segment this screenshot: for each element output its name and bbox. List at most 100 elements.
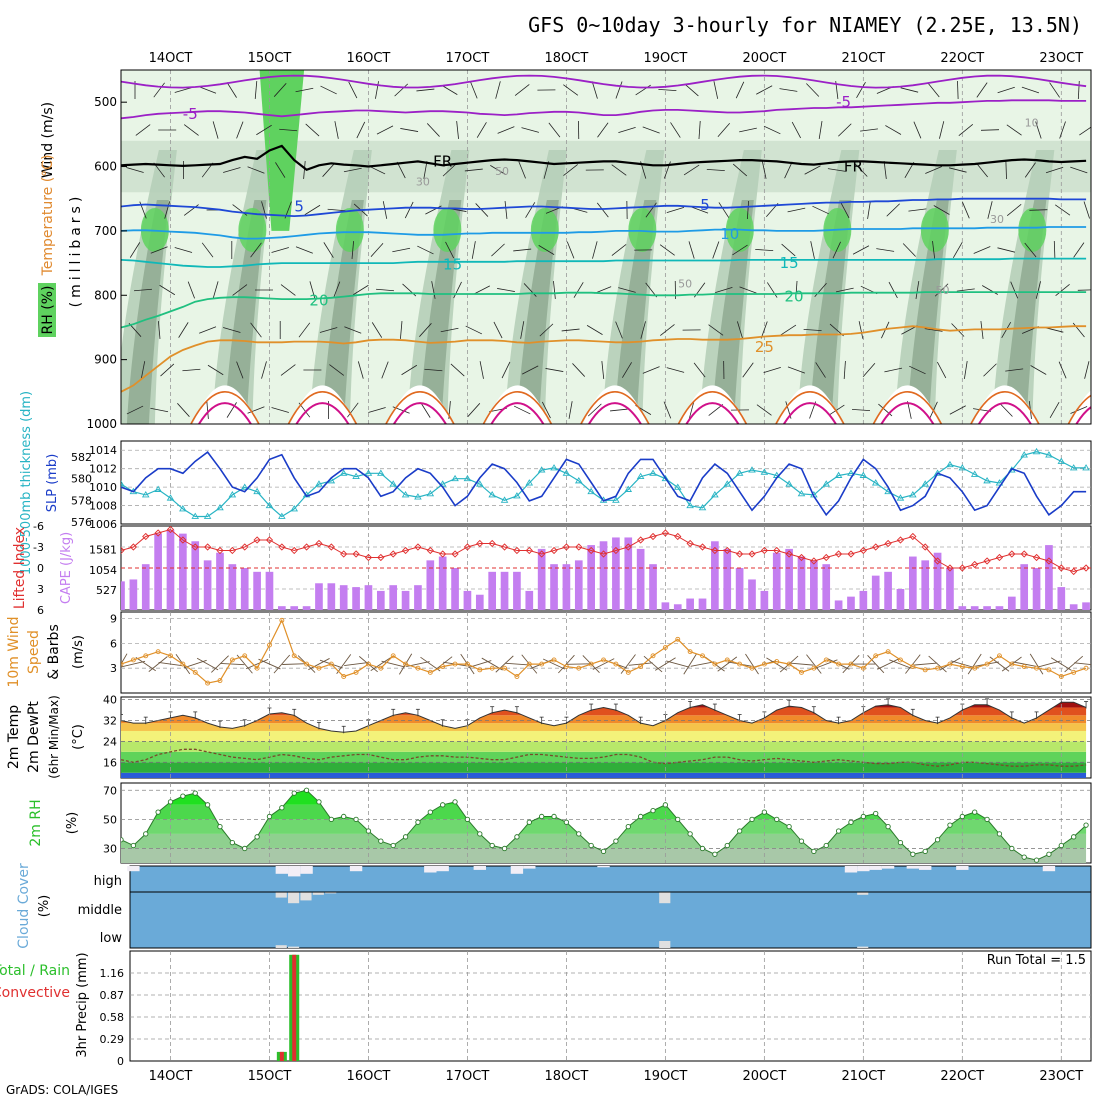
li-marker — [785, 550, 793, 558]
wind-barb — [963, 361, 968, 379]
wind-marker — [1009, 661, 1015, 667]
precip-panel: 1.16 0.87 0.58 0.29 0 Run Total = 1.5 Total … — [0, 950, 1092, 1068]
rh-bright-cell — [1018, 208, 1047, 252]
cape-bar — [302, 606, 311, 610]
wind-barb — [1045, 327, 1064, 333]
rh-marker — [761, 809, 768, 815]
wind-barb — [860, 128, 878, 132]
wind-barb — [937, 361, 947, 379]
cape-bar — [339, 585, 348, 610]
li-tick-label: -3 — [33, 541, 44, 554]
precip-conv-bar — [279, 1051, 284, 1061]
li-marker — [847, 550, 855, 558]
thickness-marker — [525, 479, 534, 486]
rh-marker — [266, 813, 273, 820]
wind-barb — [1006, 204, 1022, 216]
wind-barb — [756, 404, 772, 416]
rh-marker — [922, 848, 928, 855]
upper-left-labels: Wind (m/s) Temperature (°C) RH (%) (mill… — [38, 102, 84, 337]
wind-marker — [601, 657, 606, 663]
li-marker — [129, 543, 138, 551]
wind-barb — [854, 163, 868, 177]
wind-barb — [273, 83, 287, 97]
thickness-marker — [463, 474, 472, 482]
thickness-tick-label: 580 — [71, 473, 92, 486]
isotherm-30 — [783, 402, 837, 424]
li-marker — [810, 557, 818, 565]
wind-marker — [526, 661, 532, 667]
cloud-low-cell — [288, 946, 300, 948]
top-tick-label: 20OCT — [742, 51, 786, 66]
cloud-low-cell — [275, 945, 287, 948]
contour-label: 20 — [309, 291, 328, 309]
cape-bar — [686, 598, 694, 610]
thickness-marker — [179, 505, 187, 512]
wind-barb — [591, 81, 598, 99]
wind-barb — [471, 241, 476, 259]
rh-marker — [959, 813, 965, 820]
slp-tick-label: 1006 — [89, 518, 117, 531]
surface-wind-barb — [867, 654, 885, 674]
cloud-high-clear — [906, 866, 920, 869]
slp-panel: 1014 1012 1010 1008 1006 582 580 578 576 1000-50… — [19, 391, 1092, 575]
surface-wind-barb — [592, 658, 615, 670]
rh-marker — [539, 813, 545, 820]
surface-wind-barb — [542, 658, 566, 670]
rh-legend-swatch — [38, 283, 56, 337]
contour-label: 30 — [416, 176, 430, 189]
li-marker — [513, 546, 521, 555]
thickness-marker — [785, 480, 793, 487]
cape-bar — [401, 590, 410, 610]
bottom-tick-label: 23OCT — [1039, 1069, 1083, 1084]
wind-barb — [150, 407, 169, 413]
rh-marker — [291, 790, 297, 796]
rh-marker — [897, 839, 904, 846]
rh-marker — [1021, 854, 1027, 860]
wind-barb — [280, 364, 296, 376]
cape-bar — [748, 579, 756, 610]
li-marker — [142, 532, 150, 541]
li-marker — [896, 536, 905, 544]
wind-barb — [908, 208, 927, 212]
contour-label: 50 — [936, 284, 950, 297]
cape-bar — [166, 529, 175, 610]
cape-bar — [574, 560, 583, 610]
wind-barb — [876, 248, 895, 252]
wind-barb — [596, 202, 609, 218]
rh-marker — [675, 816, 681, 823]
surface-wind-barb — [913, 662, 938, 666]
isotherm-30 — [588, 402, 642, 424]
wind-barb — [592, 241, 598, 259]
wind-barb — [939, 121, 945, 139]
cape-bar — [240, 568, 249, 610]
top-tick-label: 18OCT — [545, 51, 589, 66]
slp-axis-ticks: 1014 1012 1010 1008 1006 582 580 578 576 — [71, 444, 117, 531]
thickness-marker — [278, 512, 286, 519]
cape-bar — [649, 564, 657, 610]
wind-barb — [1001, 322, 1012, 338]
wind-barb — [739, 286, 757, 294]
rh-tick-label: 50 — [103, 813, 117, 826]
wind-barb — [187, 281, 195, 299]
thickness-marker — [748, 466, 756, 473]
temp-axis-ticks: 40 32 24 16 — [103, 694, 117, 770]
li-marker — [760, 546, 769, 555]
cloud-low-cell — [659, 941, 671, 948]
wind-marker — [898, 657, 903, 663]
wind-barb — [888, 281, 898, 299]
cape-bar — [426, 560, 435, 610]
cape-bar — [785, 548, 793, 610]
bottom-tick-label: 19OCT — [643, 1069, 687, 1084]
wind-marker — [217, 678, 223, 684]
rh-marker — [1071, 834, 1077, 840]
thickness-marker — [612, 496, 620, 503]
temp-tick-label: 40 — [103, 694, 117, 707]
top-tick-label: 16OCT — [347, 51, 391, 66]
wind-barb — [739, 127, 757, 133]
rh-marker — [464, 816, 471, 823]
cloud-high-clear — [288, 866, 301, 877]
wind-barb — [376, 125, 394, 135]
cape-bar — [550, 564, 558, 610]
isotherm-30 — [198, 402, 252, 424]
li-marker — [575, 543, 583, 551]
